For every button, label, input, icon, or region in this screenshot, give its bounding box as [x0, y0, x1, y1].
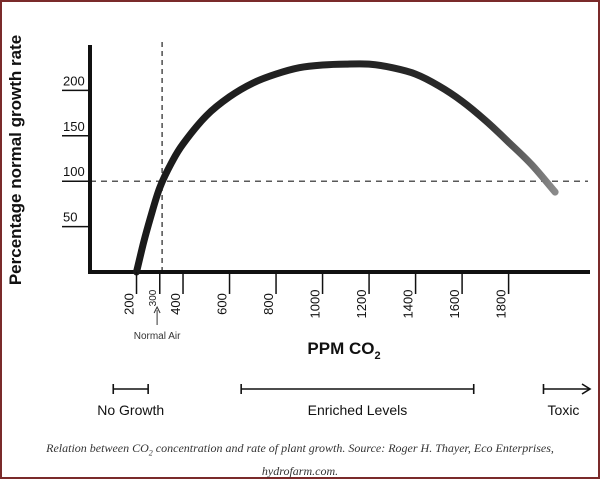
y-axis-label: Percentage normal growth rate [6, 35, 25, 285]
range-label-2: Toxic [548, 402, 580, 418]
y-tick-label: 100 [63, 164, 85, 179]
tick-labels: 50 100 150 200 200 300 400 600 800 1000 1200 1400 16… [62, 73, 510, 319]
normal-air-label: Normal Air [134, 331, 181, 342]
x-tick-label: 1400 [401, 290, 416, 319]
x-tick-label: 1200 [354, 290, 369, 319]
x-tick-label: 600 [215, 293, 230, 315]
x-axis-label: PPM CO2 [307, 339, 380, 362]
figure-caption: Relation between CO2 concentration and r… [46, 441, 554, 479]
x-tick-label: 1600 [447, 290, 462, 319]
normal-air-arrowhead [153, 305, 161, 314]
y-tick-label: 150 [63, 119, 85, 134]
growth-curve [133, 60, 559, 276]
x-tick-label: 1000 [308, 290, 323, 319]
x-tick-label: 1800 [494, 290, 509, 319]
ranges-layer: No Growth Enriched Levels Toxic [97, 383, 592, 418]
x-tick-label: 300 [148, 289, 159, 306]
x-tick-label: 400 [168, 293, 183, 315]
y-tick-label: 50 [63, 210, 77, 225]
range-label-1: Enriched Levels [308, 402, 408, 418]
y-tick-label: 200 [63, 73, 85, 88]
reference-lines: Normal Air [90, 42, 588, 342]
range-label-0: No Growth [97, 402, 164, 418]
curve-layer [133, 60, 559, 276]
x-tick-label: 200 [122, 293, 137, 315]
axes [88, 45, 590, 274]
range-arrowhead [581, 383, 592, 395]
x-tick-label: 800 [261, 293, 276, 315]
